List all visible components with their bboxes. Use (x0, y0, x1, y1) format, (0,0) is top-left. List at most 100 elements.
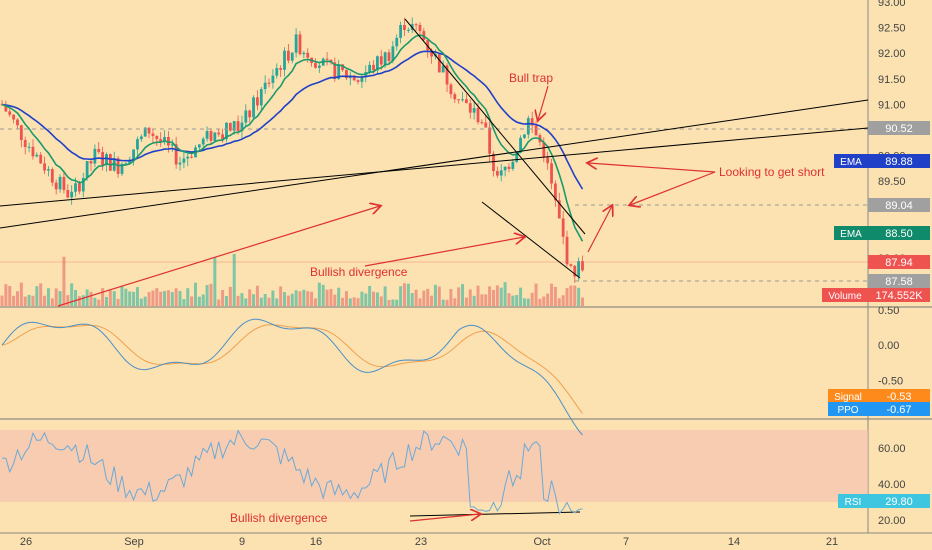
ema-slow-line (1, 50, 584, 190)
svg-text:-0.67: -0.67 (886, 404, 911, 416)
candle-body (81, 177, 85, 192)
candle-body (461, 99, 464, 101)
volume-bar (534, 283, 538, 306)
volume-bar (244, 298, 248, 306)
price-tick-label: 89.50 (878, 176, 906, 188)
volume-bar (395, 299, 399, 306)
volume-bar (279, 286, 283, 306)
volume-bar (511, 295, 515, 306)
candle-body (503, 166, 507, 171)
candle-body (66, 189, 70, 198)
volume-bar (81, 295, 85, 306)
candle-body (213, 132, 217, 141)
candle-body (314, 63, 317, 68)
candle-body (93, 148, 97, 164)
candle-body (225, 122, 228, 140)
volume-bar (132, 291, 136, 306)
volume-bar (93, 297, 97, 306)
volume-bar (414, 289, 418, 306)
volume-bar (546, 293, 550, 306)
volume-bar (430, 295, 434, 306)
rsi-tick-label: 40.00 (878, 479, 906, 491)
value-label-volume: Volume 174.552K (822, 288, 930, 302)
volume-bar (213, 257, 217, 306)
volume-bar (104, 296, 108, 306)
volume-bar (147, 292, 151, 306)
candle-body (406, 29, 410, 31)
candle-body (263, 82, 267, 90)
time-tick-label: Sep (124, 536, 144, 548)
volume-bar (23, 296, 27, 306)
volume-bar (128, 291, 132, 306)
candle-body (186, 156, 190, 159)
candle-body (372, 64, 375, 71)
candle-body (352, 75, 356, 81)
volume-bar (155, 288, 159, 306)
volume-bar (348, 298, 352, 306)
svg-text:29.80: 29.80 (885, 496, 913, 508)
volume-bar (569, 285, 573, 306)
svg-text:89.88: 89.88 (885, 156, 913, 168)
candle-body (217, 132, 221, 135)
candle-body (159, 139, 163, 142)
candle-body (201, 138, 205, 145)
volume-bar (58, 291, 62, 306)
volume-bar (182, 299, 186, 306)
volume-bar (360, 291, 364, 306)
volume-bar (321, 284, 325, 306)
volume-bar (54, 288, 58, 306)
ppo-tick-label: 0.00 (878, 340, 899, 352)
volume-bar (561, 295, 565, 306)
candle-body (515, 152, 519, 162)
volume-bar (159, 291, 163, 306)
volume-bar (302, 289, 306, 306)
candle-body (31, 146, 35, 157)
volume-bar (15, 291, 19, 306)
volume-bar (441, 299, 445, 306)
candle-body (445, 65, 449, 85)
candle-body (54, 182, 58, 190)
value-label-last-close: 87.94 (868, 255, 930, 269)
volume-bar (310, 291, 314, 306)
candle-body (492, 153, 495, 172)
volume-bar (112, 291, 116, 306)
candle-body (4, 104, 8, 112)
candle-body (120, 163, 124, 174)
annotation-bullish-divergence-price: Bullish divergence (310, 265, 408, 279)
volume-bar (50, 298, 54, 306)
candle-body (128, 159, 132, 164)
svg-text:EMA: EMA (840, 157, 862, 168)
volume-bar (224, 295, 228, 306)
candle-body (457, 99, 461, 101)
value-label-level-low: 87.58 (868, 274, 930, 288)
value-label-rsi: RSI 29.80 (838, 494, 930, 508)
rsi-value-labels: RSI 29.80 (838, 494, 930, 508)
candle-body (50, 169, 54, 183)
volume-bar (101, 288, 105, 306)
trendline-rsi (409, 511, 581, 517)
candle-body (325, 58, 329, 60)
candle-body (132, 149, 135, 160)
rsi-overbought-oversold-band (0, 430, 868, 502)
volume-bar (283, 292, 287, 306)
candle-body (256, 97, 259, 106)
candle-body (383, 52, 387, 65)
volume-bar (170, 292, 174, 306)
ppo-line (1, 318, 583, 436)
value-label-current-price: 90.52 (868, 121, 930, 135)
volume-bar (43, 295, 47, 306)
volume-bar (519, 287, 523, 306)
volume-bar (4, 284, 8, 306)
candle-body (565, 236, 569, 265)
candle-body (248, 110, 252, 118)
candle-body (360, 77, 364, 82)
candle-body (306, 52, 310, 58)
candle-body (8, 111, 12, 115)
volume-bar (190, 296, 194, 306)
rsi-tick-label: 60.00 (878, 443, 906, 455)
candle-body (151, 133, 155, 137)
candle-body (70, 191, 74, 198)
svg-text:89.04: 89.04 (885, 200, 913, 212)
candle-body (259, 89, 263, 106)
volume-bar (577, 287, 581, 306)
